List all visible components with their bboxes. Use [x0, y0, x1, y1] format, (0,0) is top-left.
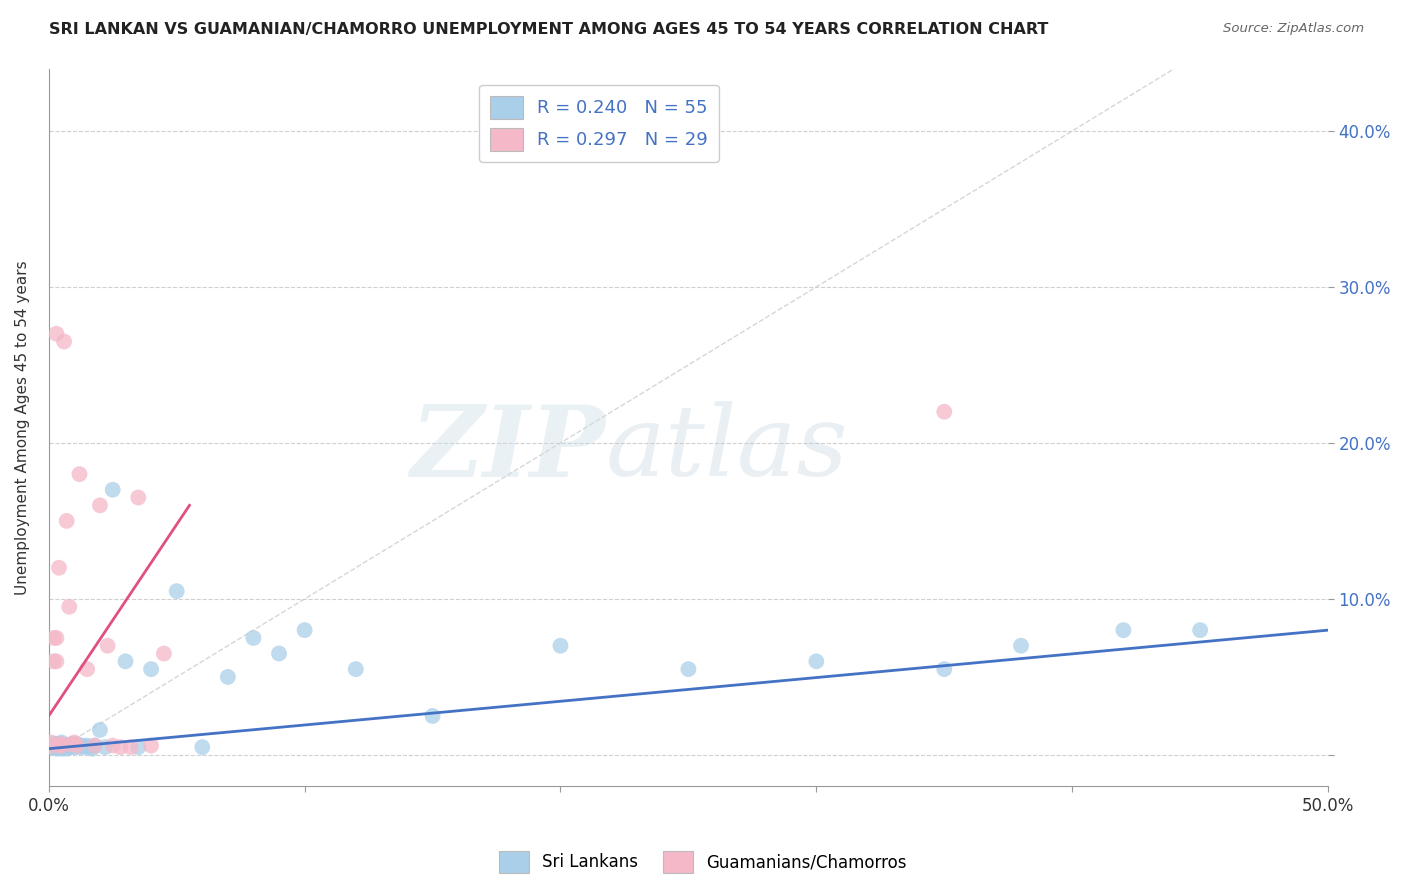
Point — [934, 405, 956, 419]
Point — [45, 631, 67, 645]
Point — [114, 654, 136, 668]
Point — [51, 739, 73, 753]
Point — [83, 739, 105, 753]
Point — [678, 662, 700, 676]
Text: atlas: atlas — [605, 401, 848, 497]
Point — [39, 739, 62, 753]
Point — [55, 739, 77, 753]
Point — [39, 739, 62, 753]
Point — [63, 735, 86, 749]
Point — [48, 739, 70, 753]
Point — [267, 647, 290, 661]
Point — [191, 740, 214, 755]
Text: SRI LANKAN VS GUAMANIAN/CHAMORRO UNEMPLOYMENT AMONG AGES 45 TO 54 YEARS CORRELAT: SRI LANKAN VS GUAMANIAN/CHAMORRO UNEMPLO… — [49, 22, 1049, 37]
Point — [53, 334, 76, 349]
Point — [42, 737, 65, 751]
Point — [51, 739, 73, 753]
Legend: Sri Lankans, Guamanians/Chamorros: Sri Lankans, Guamanians/Chamorros — [492, 845, 914, 880]
Point — [53, 740, 76, 755]
Point — [53, 739, 76, 753]
Point — [39, 735, 62, 749]
Point — [58, 740, 80, 755]
Point — [139, 662, 162, 676]
Legend: R = 0.240   N = 55, R = 0.297   N = 29: R = 0.240 N = 55, R = 0.297 N = 29 — [479, 85, 718, 161]
Point — [153, 647, 176, 661]
Point — [55, 514, 77, 528]
Point — [217, 670, 239, 684]
Point — [42, 740, 65, 755]
Point — [42, 654, 65, 668]
Point — [69, 467, 91, 482]
Point — [89, 499, 111, 513]
Text: ZIP: ZIP — [411, 401, 605, 497]
Point — [101, 739, 124, 753]
Point — [344, 662, 367, 676]
Point — [45, 326, 67, 341]
Point — [60, 740, 83, 755]
Point — [51, 735, 73, 749]
Point — [42, 739, 65, 753]
Point — [101, 483, 124, 497]
Point — [48, 737, 70, 751]
Point — [110, 740, 132, 755]
Point — [97, 639, 120, 653]
Point — [45, 739, 67, 753]
Y-axis label: Unemployment Among Ages 45 to 54 years: Unemployment Among Ages 45 to 54 years — [15, 260, 30, 595]
Point — [127, 491, 149, 505]
Point — [39, 740, 62, 755]
Point — [51, 737, 73, 751]
Point — [66, 737, 89, 751]
Point — [242, 631, 264, 645]
Point — [60, 737, 83, 751]
Point — [63, 739, 86, 753]
Point — [294, 623, 316, 637]
Point — [51, 740, 73, 755]
Point — [48, 740, 70, 755]
Point — [48, 560, 70, 574]
Point — [45, 737, 67, 751]
Point — [127, 740, 149, 755]
Point — [42, 631, 65, 645]
Point — [66, 739, 89, 753]
Point — [48, 739, 70, 753]
Point — [1112, 623, 1135, 637]
Point — [51, 741, 73, 756]
Point — [58, 599, 80, 614]
Point — [76, 739, 98, 753]
Point — [139, 739, 162, 753]
Point — [422, 709, 444, 723]
Point — [73, 740, 96, 755]
Point — [70, 739, 93, 753]
Point — [45, 741, 67, 756]
Point — [1010, 639, 1032, 653]
Point — [166, 584, 188, 599]
Point — [45, 654, 67, 668]
Point — [806, 654, 828, 668]
Point — [58, 739, 80, 753]
Point — [82, 741, 104, 756]
Point — [79, 740, 101, 755]
Point — [89, 723, 111, 737]
Point — [1189, 623, 1212, 637]
Point — [934, 662, 956, 676]
Point — [120, 740, 142, 755]
Point — [69, 740, 91, 755]
Point — [94, 740, 117, 755]
Point — [76, 662, 98, 676]
Point — [45, 740, 67, 755]
Point — [55, 741, 77, 756]
Point — [60, 737, 83, 751]
Point — [83, 739, 105, 753]
Point — [550, 639, 572, 653]
Point — [63, 740, 86, 755]
Text: Source: ZipAtlas.com: Source: ZipAtlas.com — [1223, 22, 1364, 36]
